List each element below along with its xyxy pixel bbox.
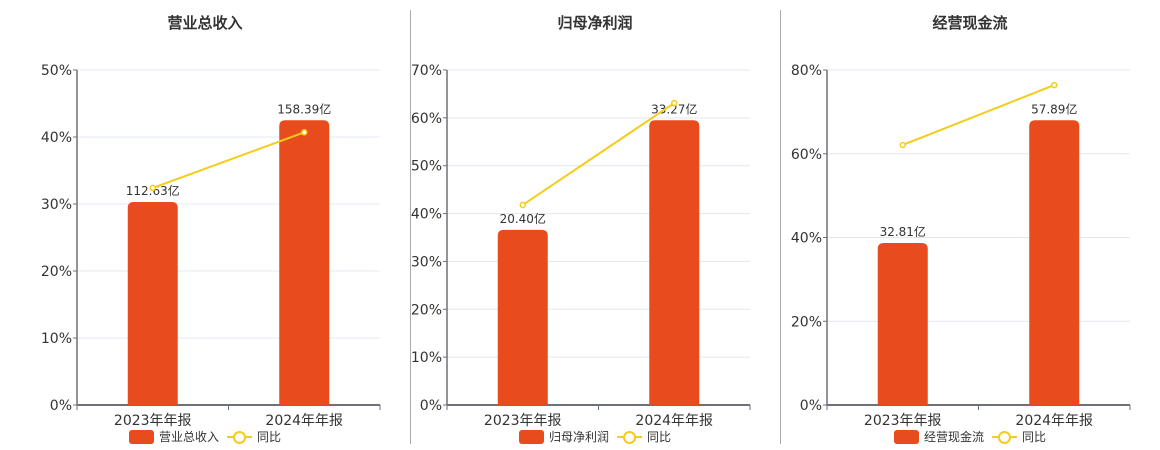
yoy-line xyxy=(902,84,1055,146)
legend-label: 归母净利润 xyxy=(548,430,609,444)
chart-panel-revenue: 营业总收入 0%10%20%30%40%50%112.63亿2023年年报158… xyxy=(0,0,410,450)
y-tick-label: 40% xyxy=(41,130,72,146)
yoy-point[interactable] xyxy=(149,184,156,192)
legend-label: 经营现金流 xyxy=(923,430,984,444)
x-tick-label: 2024年年报 xyxy=(635,413,713,429)
legend-label: 同比 xyxy=(647,430,672,444)
bar[interactable] xyxy=(127,201,178,405)
y-tick-label: 50% xyxy=(41,63,72,79)
bar[interactable] xyxy=(497,229,548,405)
panel-separator xyxy=(410,10,411,444)
line-swatch-icon xyxy=(992,430,1017,444)
bar[interactable] xyxy=(1029,120,1080,405)
yoy-point[interactable] xyxy=(671,99,678,107)
legend-label: 营业总收入 xyxy=(158,430,219,444)
chart-title: 归母净利润 xyxy=(557,14,633,32)
y-tick-label: 80% xyxy=(791,63,822,79)
chart-legend: 经营现金流 同比 xyxy=(780,428,1160,445)
chart-panel-net-profit: 归母净利润 0% 10% 20% 30% 40% 50% 60% 70% 20.40亿 2023年… xyxy=(410,0,780,450)
bar-swatch-icon xyxy=(128,429,154,444)
bar-swatch-icon xyxy=(518,429,544,444)
y-tick-label: 20% xyxy=(411,302,442,318)
y-tick-label: 0% xyxy=(420,398,442,414)
bar[interactable] xyxy=(649,120,700,405)
bar-value-label: 57.89亿 xyxy=(1031,101,1077,116)
legend-item-bar[interactable]: 归母净利润 xyxy=(518,428,609,445)
bar-value-label: 20.40亿 xyxy=(500,211,546,226)
yoy-point[interactable] xyxy=(301,129,308,136)
y-tick-label: 10% xyxy=(411,350,442,366)
chart-panel-operating-cashflow: 经营现金流 0% 20% 40% 60% 80% 32.81亿 2023年年报 57.89亿 2… xyxy=(780,0,1160,450)
line-swatch-icon xyxy=(227,430,252,444)
bar-value-label: 158.39亿 xyxy=(277,101,331,116)
y-tick-label: 0% xyxy=(50,398,72,414)
legend-item-line[interactable]: 同比 xyxy=(992,428,1046,445)
bar-value-label: 33.27亿 xyxy=(651,101,697,116)
bar-swatch-icon xyxy=(893,429,919,444)
chart-plot: 0% 10% 20% 30% 40% 50% 60% 70% 20.40亿 2023年年报 33.2… xyxy=(411,63,751,429)
x-tick-label: 2023年年报 xyxy=(484,413,562,429)
chart-plot: 0% 20% 40% 60% 80% 32.81亿 2023年年报 57.89亿 2024年年报 xyxy=(791,63,1131,429)
bar-value-label: 32.81亿 xyxy=(880,224,926,239)
yoy-line xyxy=(522,102,675,206)
bar[interactable] xyxy=(877,242,928,405)
chart-legend: 营业总收入 同比 xyxy=(0,428,410,445)
yoy-point[interactable] xyxy=(1051,81,1058,89)
legend-label: 同比 xyxy=(1022,430,1047,444)
x-tick-label: 2024年年报 xyxy=(265,413,343,429)
legend-item-bar[interactable]: 营业总收入 xyxy=(128,428,219,445)
y-tick-label: 40% xyxy=(411,207,442,223)
y-tick-label: 0% xyxy=(800,398,822,414)
y-tick-label: 20% xyxy=(41,264,72,280)
y-tick-label: 70% xyxy=(411,63,442,79)
x-tick-label: 2024年年报 xyxy=(1015,413,1093,429)
x-tick-label: 2023年年报 xyxy=(864,413,942,429)
y-tick-label: 10% xyxy=(41,331,72,347)
y-tick-label: 30% xyxy=(41,197,72,213)
y-tick-label: 60% xyxy=(411,111,442,127)
y-tick-label: 20% xyxy=(791,314,822,330)
chart-plot: 0%10%20%30%40%50%112.63亿2023年年报158.39亿20… xyxy=(41,63,381,429)
legend-item-bar[interactable]: 经营现金流 xyxy=(893,428,984,445)
panel-separator xyxy=(780,10,781,444)
bar[interactable] xyxy=(279,120,330,405)
chart-title: 经营现金流 xyxy=(932,14,1008,32)
legend-item-line[interactable]: 同比 xyxy=(227,428,281,445)
yoy-line xyxy=(152,131,305,189)
chart-legend: 归母净利润 同比 xyxy=(410,428,780,445)
y-tick-label: 50% xyxy=(411,159,442,175)
line-swatch-icon xyxy=(617,430,642,444)
yoy-point[interactable] xyxy=(519,201,526,209)
legend-item-line[interactable]: 同比 xyxy=(617,428,671,445)
yoy-point[interactable] xyxy=(899,141,906,149)
chart-title: 营业总收入 xyxy=(167,14,243,32)
y-tick-label: 40% xyxy=(791,231,822,247)
y-tick-label: 30% xyxy=(411,254,442,270)
x-tick-label: 2023年年报 xyxy=(114,413,192,429)
legend-label: 同比 xyxy=(257,430,282,444)
y-tick-label: 60% xyxy=(791,147,822,163)
